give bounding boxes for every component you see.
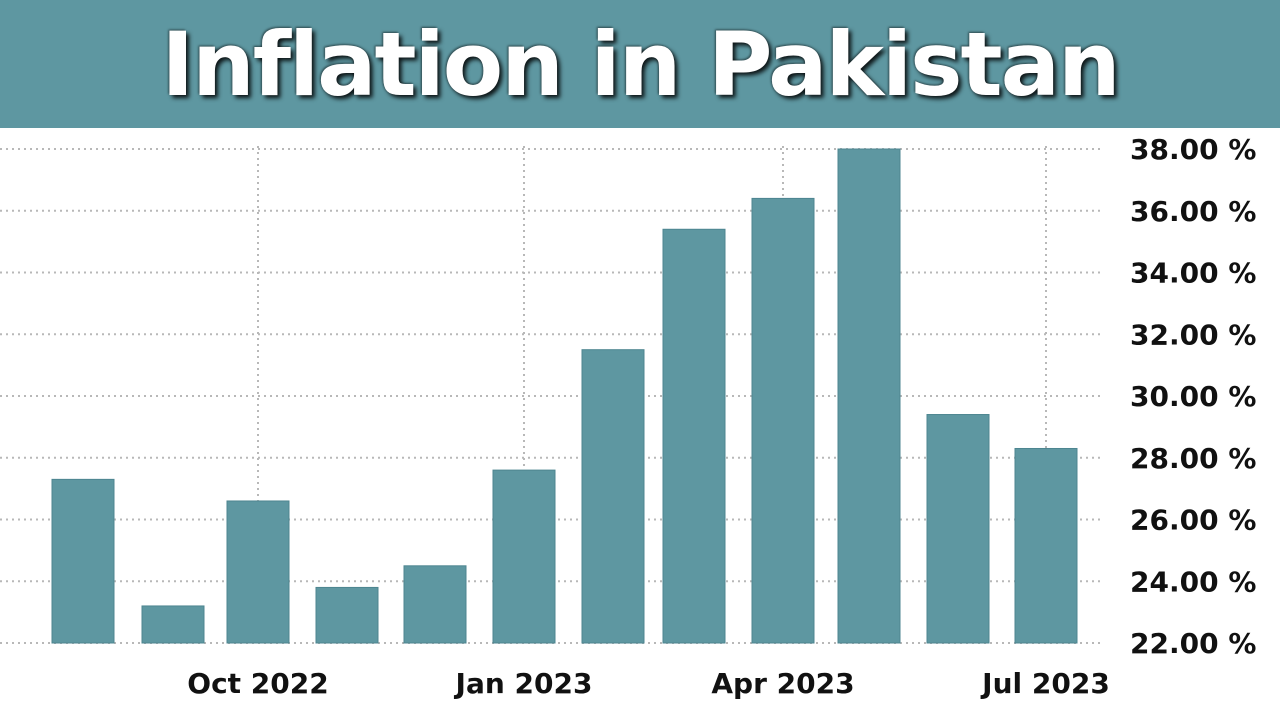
bar-sep-2022 [141,605,205,644]
page-title: Inflation in Pakistan [161,12,1120,116]
bar-nov-2022 [315,586,379,644]
y-tick-label: 36.00 % [1130,195,1256,228]
y-tick-label: 34.00 % [1130,257,1256,290]
bar-feb-2023 [581,349,645,644]
y-tick-label: 26.00 % [1130,504,1256,537]
bar-jul-2023 [1014,447,1078,644]
y-tick-label: 22.00 % [1130,627,1256,660]
bar-apr-2023 [751,197,815,644]
bar-mar-2023 [662,228,726,644]
bar-dec-2022 [403,565,467,644]
bar-oct-2022 [226,500,290,644]
bar-jan-2023 [492,469,556,644]
x-tick-label: Apr 2023 [711,667,854,700]
bar-may-2023 [837,148,901,644]
inflation-bar-chart: 22.00 % 24.00 % 26.00 % 28.00 % 30.00 % 32.00… [0,133,1256,700]
bar-jun-2023 [926,414,990,644]
y-tick-label: 30.00 % [1130,380,1256,413]
x-tick-label: Oct 2022 [187,667,328,700]
y-tick-label: 32.00 % [1130,318,1256,351]
bar-aug-2022 [51,478,115,644]
x-tick-label: Jul 2023 [980,667,1110,700]
y-tick-label: 24.00 % [1130,565,1256,598]
x-tick-label: Jan 2023 [454,667,593,700]
y-tick-label: 38.00 % [1130,133,1256,166]
title-banner: Inflation in Pakistan [0,0,1280,128]
y-tick-label: 28.00 % [1130,442,1256,475]
